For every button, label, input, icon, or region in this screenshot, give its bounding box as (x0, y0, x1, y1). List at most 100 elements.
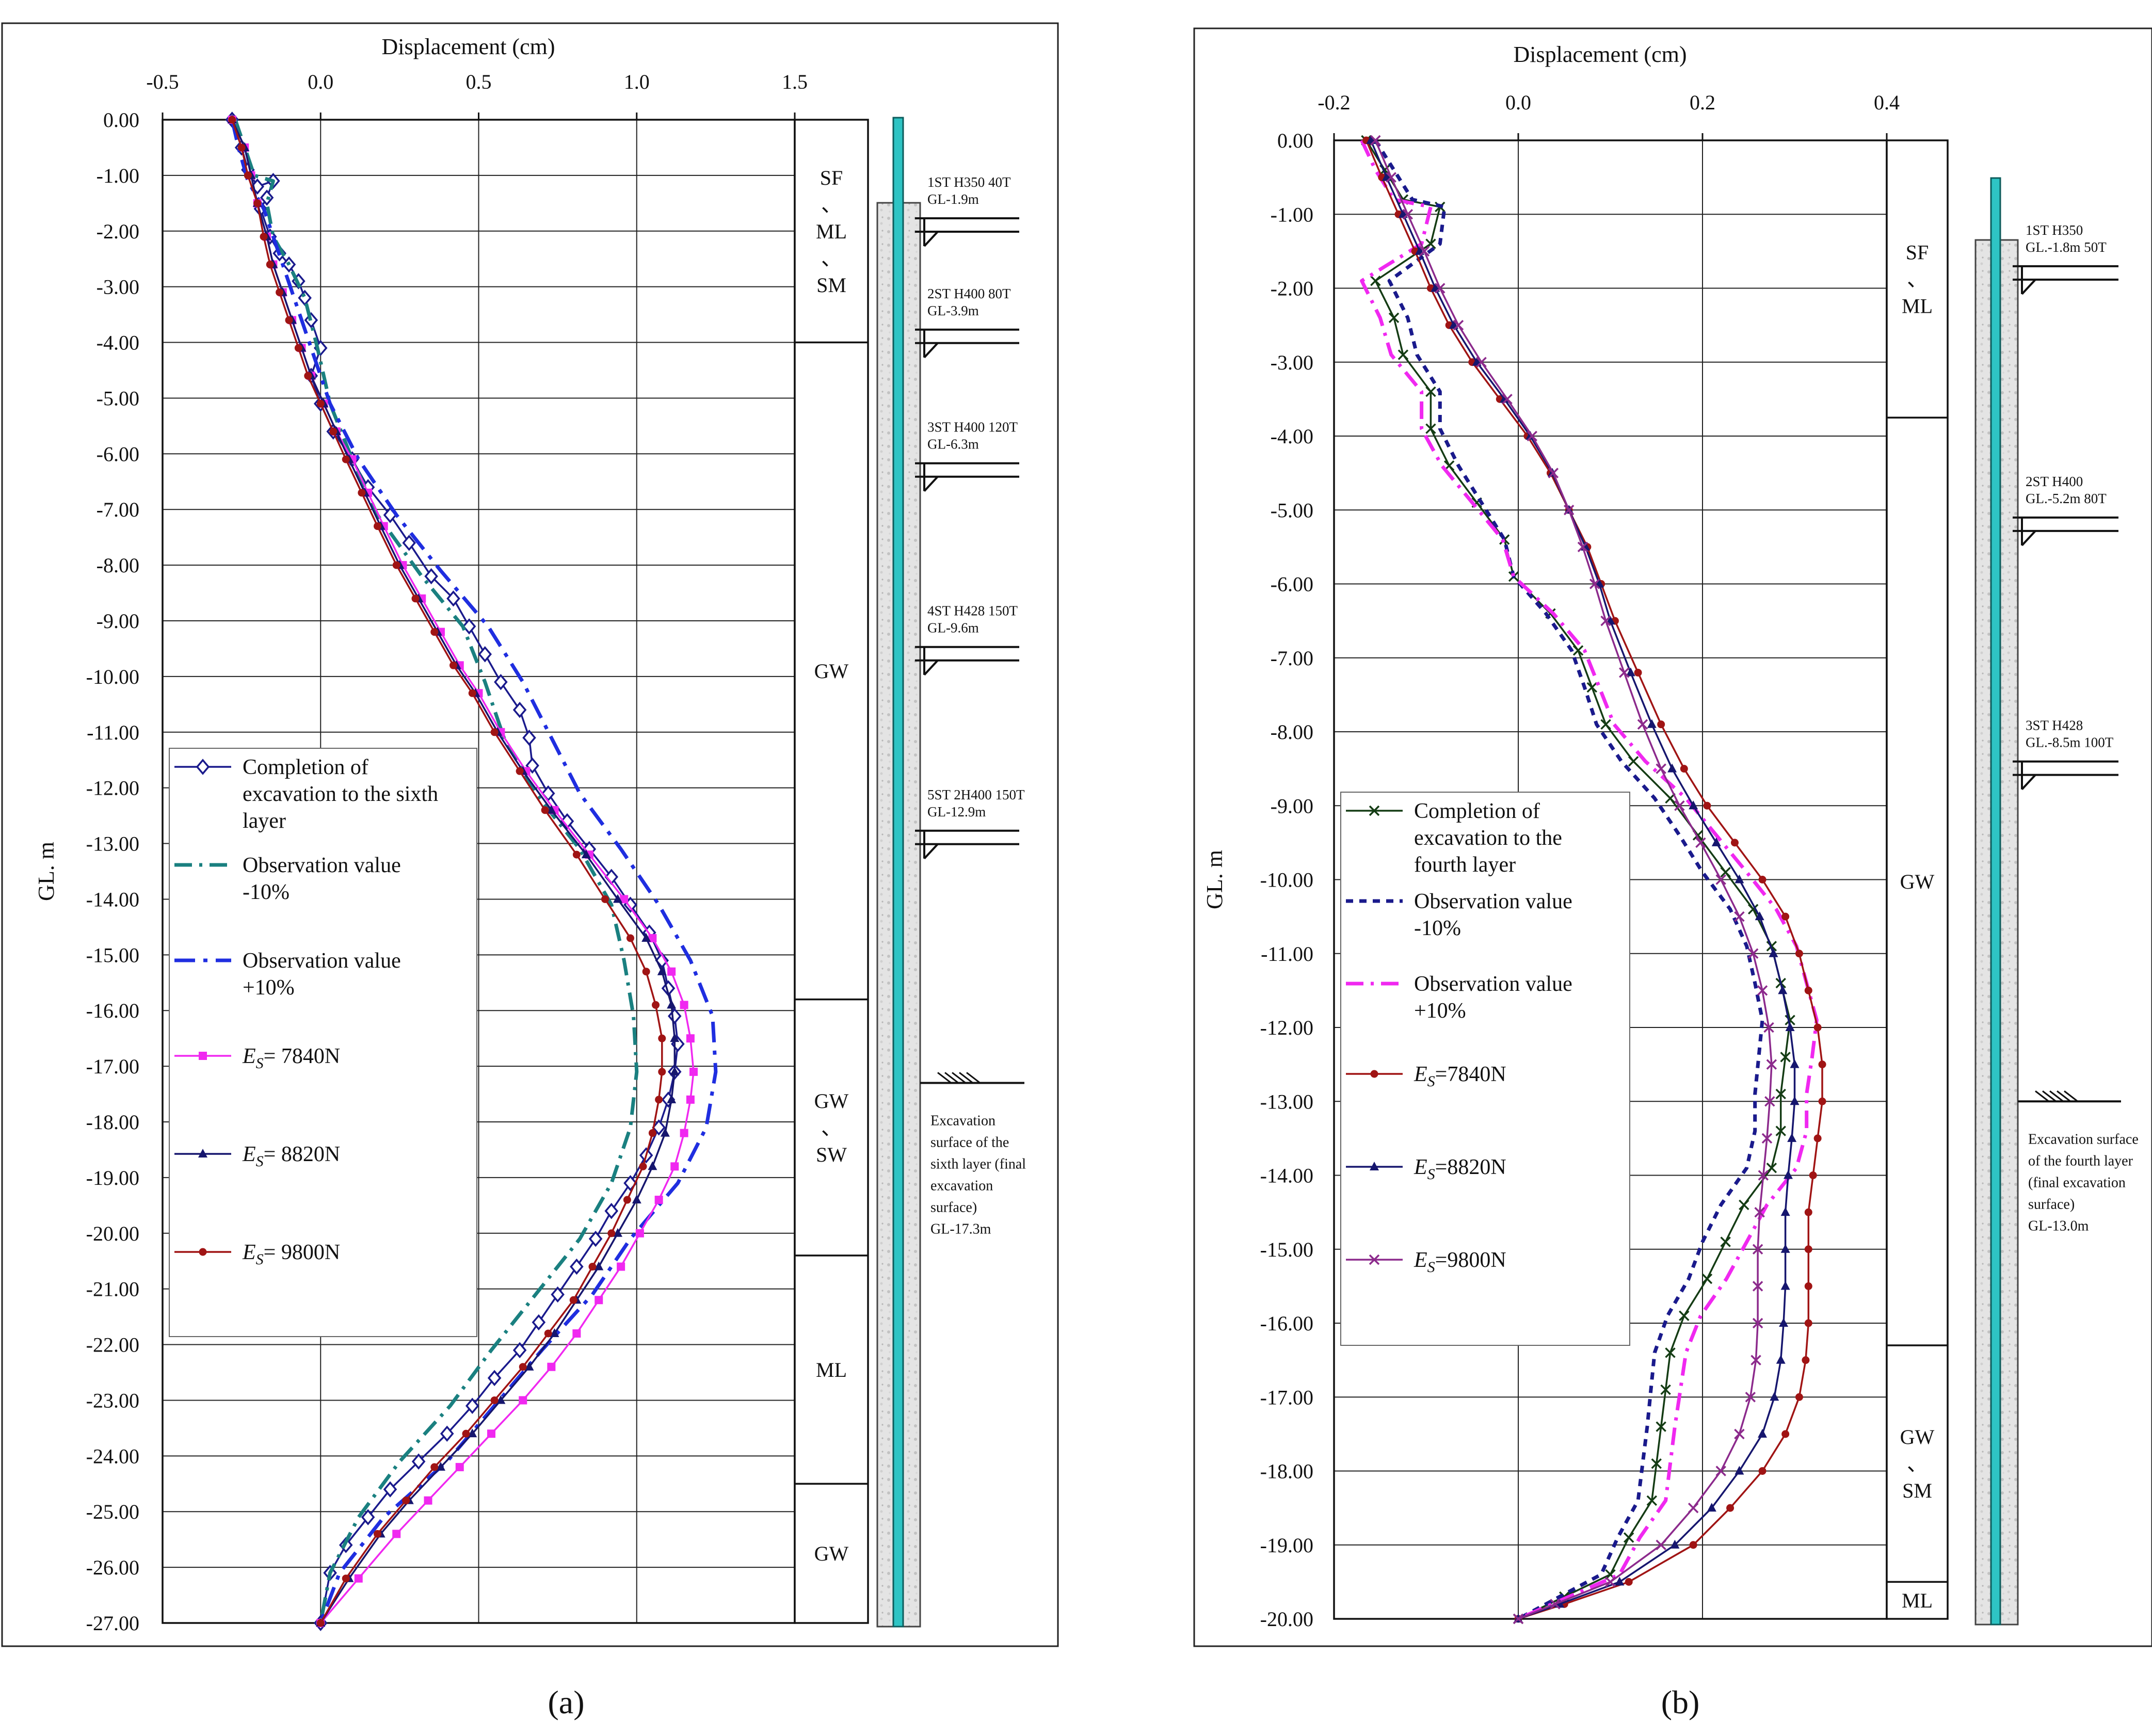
data-point (298, 290, 312, 306)
y-tick-label: -11.00 (1261, 942, 1313, 966)
data-point (304, 372, 312, 380)
strut: 3ST H428 GL.-8.5m 100T (2013, 718, 2118, 790)
data-point (1453, 319, 1464, 331)
data-point (462, 618, 476, 635)
data-point (1739, 1199, 1749, 1211)
data-point (1766, 1162, 1777, 1174)
data-point (512, 701, 527, 718)
data-point (1707, 1503, 1716, 1512)
data-point (1656, 1539, 1666, 1550)
strut-brace (923, 231, 939, 247)
data-point (1809, 1171, 1817, 1179)
series-line (1374, 139, 1764, 1621)
data-point (1804, 1319, 1812, 1327)
excavation-label: sixth layer (final (930, 1156, 1026, 1172)
strut-label: 3ST H400 120T (927, 420, 1018, 435)
series-line (230, 119, 718, 1624)
data-point (1734, 911, 1745, 922)
data-point (1695, 837, 1706, 848)
soil-column-frame (794, 119, 869, 1624)
legend-symbol: E (242, 1044, 256, 1068)
data-point (652, 1119, 666, 1136)
data-point (667, 1008, 682, 1024)
strut-brace (923, 660, 939, 676)
data-point (1780, 1244, 1790, 1253)
y-tick-label: -6.00 (97, 442, 139, 465)
data-point (642, 968, 650, 976)
data-point (1577, 541, 1588, 553)
soil-layer-label: SM (816, 274, 846, 297)
y-tick-label: -3.00 (97, 276, 139, 299)
data-point (462, 1429, 470, 1438)
inclinometer-tube (1990, 177, 2001, 1626)
data-point (1711, 837, 1721, 846)
legend: Completion of excavation to the sixth laye… (169, 748, 477, 1337)
data-point (266, 261, 274, 269)
data-point (519, 1396, 527, 1405)
data-point (1667, 763, 1677, 773)
ground-hatch (966, 1072, 981, 1084)
data-point (1637, 719, 1648, 730)
data-point (440, 1425, 454, 1442)
data-point (490, 728, 499, 736)
data-point (1745, 1392, 1756, 1403)
soil-layer-label: ML (816, 220, 847, 243)
data-point (494, 673, 508, 690)
y-tick-label: -18.00 (86, 1111, 139, 1134)
data-point (670, 1066, 680, 1075)
strut-brace (2021, 530, 2036, 546)
soil-layer-label: ML (1902, 1589, 1933, 1612)
data-point (570, 1258, 584, 1275)
legend-marker (1370, 1070, 1378, 1078)
strut-label: 4ST H428 150T (927, 603, 1018, 619)
y-tick-label: -5.00 (97, 387, 139, 410)
data-point (468, 689, 476, 697)
y-tick-label: -4.00 (97, 331, 139, 355)
data-point (1813, 1134, 1822, 1143)
y-tick-label: -10.00 (1260, 869, 1313, 892)
data-point (1425, 386, 1436, 397)
excavation-label: excavation (930, 1178, 993, 1194)
data-point (1572, 645, 1584, 656)
legend-label: Observation value (1414, 890, 1572, 913)
data-point (1735, 1466, 1744, 1475)
y-tick-label: -20.00 (86, 1222, 139, 1245)
excavation-label-box (921, 1086, 1030, 1240)
soil-layer-label: SF (820, 166, 843, 189)
legend: Completion of excavation to the fourth lay… (1340, 792, 1630, 1346)
data-point (1370, 275, 1381, 286)
legend-subscript: S (256, 1251, 264, 1268)
legend-label: fourth layer (1414, 853, 1516, 877)
excavation-label: Excavation (930, 1113, 995, 1129)
legend-label: Observation value (243, 949, 401, 973)
soil-layer-label: ML (1902, 295, 1933, 318)
y-tick-label: -20.00 (1260, 1608, 1313, 1631)
data-point (547, 805, 556, 814)
y-tick-label: -15.00 (86, 943, 139, 967)
data-point (648, 934, 657, 942)
data-point (670, 1033, 680, 1042)
soil-layer-label: GW (814, 660, 849, 683)
strut-label: GL.-5.2m 80T (2026, 491, 2107, 506)
legend-marker (199, 1248, 207, 1256)
legend-label: -10% (1414, 917, 1461, 940)
data-point (1600, 719, 1611, 730)
data-point (1623, 1532, 1634, 1543)
data-point (276, 288, 284, 296)
data-point (658, 1034, 666, 1042)
soil-layer-label: 、 (1907, 1452, 1928, 1475)
strut-label: 1ST H350 40T (927, 174, 1011, 190)
strut-brace (923, 342, 939, 359)
data-point (402, 1497, 410, 1505)
data-point (1758, 1170, 1769, 1181)
data-point (1701, 1273, 1713, 1284)
data-point (1758, 1467, 1766, 1475)
soil-layer-label: GW (814, 1542, 849, 1565)
data-point (374, 522, 381, 531)
data-point (430, 1463, 439, 1471)
y-tick-label: -2.00 (1271, 277, 1313, 300)
y-tick-label: -4.00 (1271, 425, 1313, 448)
data-point (374, 1530, 381, 1538)
x-tick-label: 0.5 (466, 70, 492, 93)
